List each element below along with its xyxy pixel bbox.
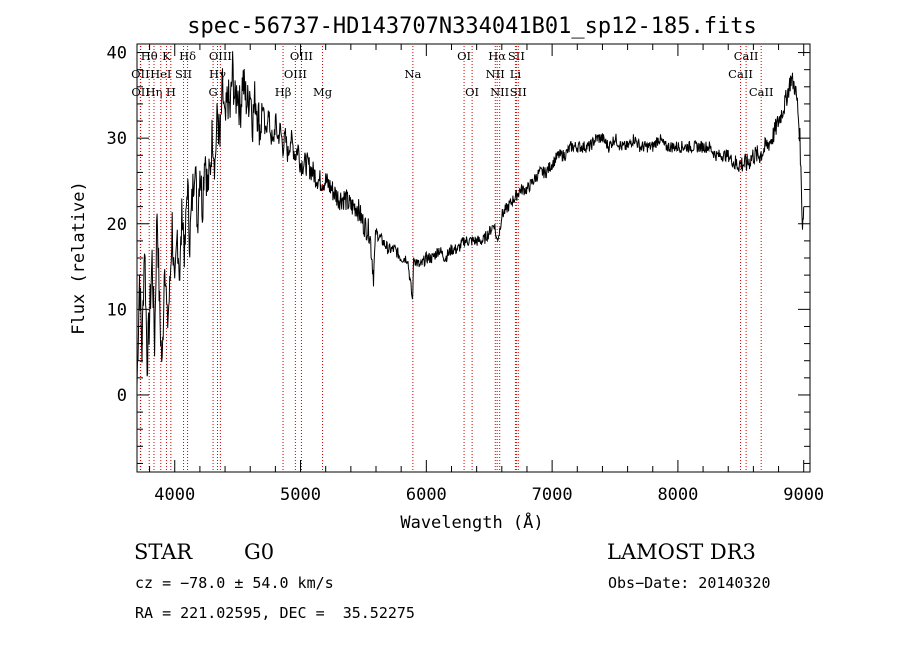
chart-title: spec-56737-HD143707N334041B01_sp12-185.f… (187, 14, 757, 39)
line-label-15: Mg (313, 85, 333, 99)
obs-date: Obs−Date: 20140320 (608, 574, 771, 592)
line-label-24: SII (510, 85, 527, 99)
line-label-4: K (162, 49, 171, 63)
line-label-7: SII (175, 67, 192, 81)
line-label-17: OI (457, 49, 471, 63)
line-label-6: H (166, 85, 176, 99)
coordinates: RA = 221.02595, DEC = 35.52275 (135, 604, 415, 622)
x-axis-label: Wavelength (Å) (400, 511, 543, 533)
line-label-14: OIII (284, 67, 307, 81)
line-label-2: OII (131, 85, 150, 99)
x-tick-label-5: 9000 (783, 485, 824, 505)
y-axis-label: Flux (relative) (69, 181, 89, 335)
line-label-12: Hβ (275, 85, 292, 99)
line-label-3: Hη (146, 85, 163, 99)
redshift-readout: cz = −78.0 ± 54.0 km/s (135, 574, 334, 592)
x-tick-label-2: 6000 (406, 485, 447, 505)
axes: 4000 5000 6000 7000 8000 9000 0 10 20 30 40 (107, 44, 825, 505)
line-label-20: NII (486, 67, 505, 81)
line-label-26: CaII (728, 67, 753, 81)
line-label-5: HeI (150, 67, 171, 81)
x-tick-label-4: 8000 (657, 485, 698, 505)
y-tick-label-0: 0 (117, 386, 127, 406)
object-type: STAR (134, 540, 193, 564)
line-label-16: Na (404, 67, 421, 81)
plot-frame (136, 43, 811, 473)
x-tick-label-0: 4000 (154, 485, 195, 505)
x-tick-label-1: 5000 (280, 485, 321, 505)
line-label-8: Hδ (179, 49, 196, 63)
survey-name: LAMOST DR3 (607, 540, 756, 564)
line-label-25: CaII (734, 49, 759, 63)
y-tick-label-3: 30 (107, 129, 127, 149)
y-tick-label-4: 40 (107, 44, 127, 64)
line-label-11: G (209, 85, 218, 99)
y-tick-label-1: 10 (107, 300, 127, 320)
line-label-22: SII (508, 49, 525, 63)
spectrum-series (136, 51, 805, 387)
line-label-13: OIII (290, 49, 313, 63)
line-label-23: Li (510, 67, 522, 81)
line-label-27: CaII (749, 85, 774, 99)
line-label-0: Hθ (141, 49, 158, 63)
line-label-18: OI (465, 85, 479, 99)
y-tick-label-2: 20 (107, 215, 127, 235)
line-label-9: OIII (209, 49, 232, 63)
spectrum-line (136, 51, 805, 387)
line-label-19: Hα (488, 49, 506, 63)
line-label-21: NII (490, 85, 509, 99)
x-tick-label-3: 7000 (532, 485, 573, 505)
line-label-10: Hγ (209, 67, 226, 81)
subclass: G0 (244, 540, 275, 564)
